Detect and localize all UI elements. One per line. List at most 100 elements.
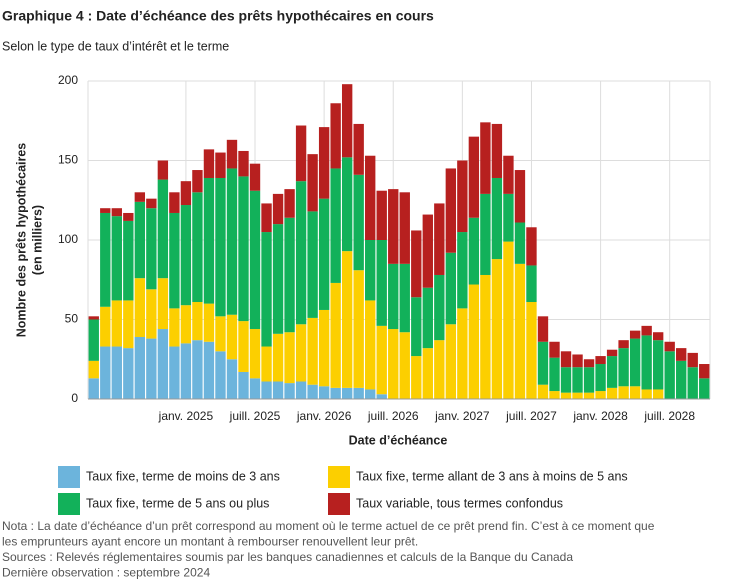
bar-segment	[445, 252, 457, 325]
x-tick-label: juill. 2026	[367, 409, 419, 423]
bar-segment	[514, 222, 526, 264]
bar-segment	[491, 123, 503, 178]
legend-swatch	[58, 493, 80, 515]
bar-segment	[411, 230, 422, 298]
note: Dernière observation : septembre 2024	[2, 566, 210, 580]
bar-segment	[353, 270, 364, 388]
bar-segment	[157, 179, 169, 279]
bar-segment	[134, 192, 146, 202]
bar-segment	[606, 349, 618, 357]
chart-subtitle: Selon le type de taux d’intérêt et le te…	[2, 39, 229, 53]
bar-segment	[445, 168, 457, 253]
x-tick-label: janv. 2028	[572, 409, 628, 423]
bar-segment	[491, 259, 503, 399]
bar-segment	[341, 157, 353, 252]
bar-segment	[307, 211, 318, 318]
bar-segment	[318, 309, 330, 387]
bar-segment	[123, 348, 134, 399]
y-tick-label: 150	[58, 153, 78, 167]
bar-segment	[157, 160, 169, 180]
bar-segment	[549, 391, 560, 399]
bar-segment	[134, 336, 146, 399]
bar-segment	[514, 263, 526, 399]
bar-segment	[618, 348, 629, 387]
bar-segment	[560, 367, 572, 393]
bar-segment	[134, 201, 146, 279]
bar-segment	[272, 193, 284, 225]
bar-segment	[365, 389, 376, 399]
chart-title: Graphique 4 : Date d’échéance des prêts …	[2, 8, 434, 24]
bar-segment	[238, 321, 249, 372]
bar-segment	[422, 348, 433, 399]
bar-segment	[261, 232, 272, 347]
bar-segment	[249, 378, 261, 399]
bar-segment	[583, 359, 595, 368]
bar-segment	[215, 351, 226, 399]
bar-segment	[146, 198, 157, 209]
bar-segment	[353, 387, 364, 399]
bar-segment	[399, 263, 410, 333]
bar-segment	[111, 300, 122, 347]
bar-segment	[192, 340, 203, 399]
bar-segment	[330, 103, 341, 169]
bar-segment	[480, 122, 491, 194]
bar-segment	[549, 357, 560, 392]
bar-segment	[215, 152, 226, 178]
bar-segment	[307, 317, 318, 385]
bar-segment	[215, 177, 226, 317]
bar-segment	[238, 150, 249, 177]
bar-segment	[226, 139, 238, 169]
bar-segment	[180, 181, 192, 206]
bar-segment	[226, 359, 238, 399]
bar-segment	[249, 163, 261, 191]
bar-segment	[307, 154, 318, 212]
bar-segment	[100, 208, 111, 213]
bar-segment	[468, 284, 480, 399]
bar-segment	[123, 300, 134, 349]
bar-segment	[480, 193, 491, 275]
bar-segment	[146, 338, 157, 399]
bar-segment	[664, 351, 675, 399]
bar-segment	[572, 392, 583, 399]
bar-segment	[157, 278, 169, 330]
bar-segment	[353, 123, 364, 175]
bar-segment	[330, 282, 341, 388]
bar-segment	[560, 392, 572, 399]
x-axis-title: Date d’échéance	[349, 433, 448, 447]
bar-segment	[422, 214, 433, 288]
bar-segment	[641, 325, 652, 336]
bar-segment	[226, 168, 238, 315]
y-tick-label: 100	[58, 232, 78, 246]
bar-segment	[457, 232, 468, 309]
bar-segment	[503, 193, 514, 242]
bar-segment	[583, 367, 595, 393]
bar-segment	[629, 338, 641, 387]
bar-segment	[272, 381, 284, 399]
bar-segment	[318, 386, 330, 399]
bar-segment	[203, 177, 215, 304]
bar-segment	[687, 367, 698, 399]
bar-segment	[157, 329, 169, 399]
bar-segment	[365, 155, 376, 240]
y-tick-label: 0	[71, 391, 78, 405]
bar-segment	[318, 198, 330, 310]
bar-segment	[549, 341, 560, 358]
bar-segment	[295, 125, 307, 182]
bar-segment	[503, 155, 514, 194]
bar-segment	[180, 343, 192, 399]
bar-segment	[457, 160, 468, 233]
bar-segment	[411, 297, 422, 357]
bar-segment	[272, 333, 284, 382]
bar-segment	[238, 371, 249, 399]
bar-segment	[537, 341, 549, 385]
bar-segment	[572, 354, 583, 368]
bar-segment	[341, 387, 353, 399]
bar-segment	[652, 332, 664, 341]
bar-segment	[111, 208, 122, 217]
bar-segment	[100, 346, 111, 399]
bar-segment	[169, 346, 180, 399]
bar-segment	[180, 305, 192, 344]
bar-segment	[376, 240, 387, 326]
bar-segment	[203, 149, 215, 178]
bar-segment	[595, 356, 606, 365]
